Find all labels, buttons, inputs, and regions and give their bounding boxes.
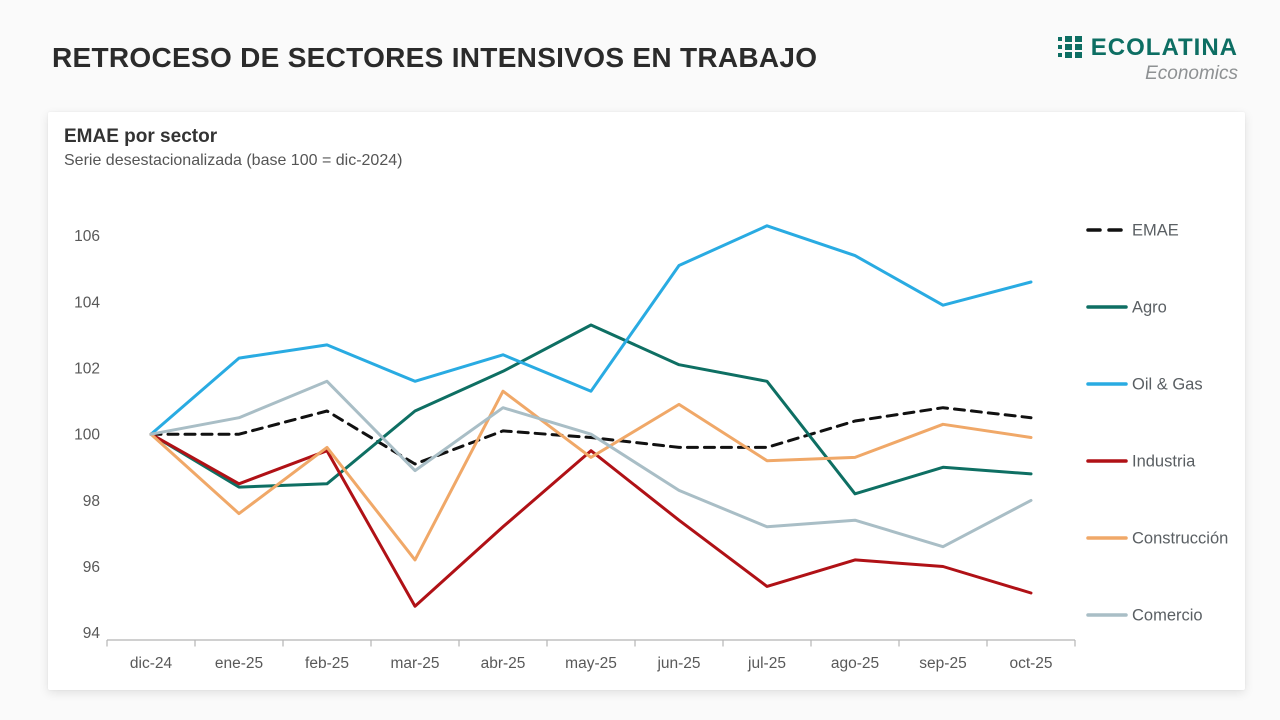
series-line-comercio <box>149 379 1033 549</box>
y-axis-tick-label: 98 <box>83 493 100 510</box>
chart-card: EMAE por sector Serie desestacionalizada… <box>48 112 1245 690</box>
x-axis-tick-label: oct-25 <box>1009 655 1052 672</box>
x-axis-tick-label: sep-25 <box>919 655 966 672</box>
y-axis-tick-label: 94 <box>83 625 101 642</box>
x-axis-tick-label: ene-25 <box>215 655 263 672</box>
legend-label-industria: Industria <box>1132 453 1196 471</box>
x-axis-tick-label: dic-24 <box>130 655 173 672</box>
x-axis-tick-label: feb-25 <box>305 655 349 672</box>
legend-label-construcci-n: Construcción <box>1132 530 1228 548</box>
series-line-industria <box>149 432 1033 608</box>
logo-tagline: Economics <box>1145 63 1238 84</box>
y-axis-tick-label: 106 <box>74 228 100 245</box>
series-line-emae <box>149 406 1033 466</box>
chart-subtitle: Serie desestacionalizada (base 100 = dic… <box>64 152 403 169</box>
series-line-agro <box>149 323 1033 496</box>
legend-label-oil-gas: Oil & Gas <box>1132 376 1203 394</box>
series-line-oil-gas <box>149 224 1033 436</box>
y-axis-tick-label: 104 <box>74 294 100 311</box>
grid-of-squares-icon <box>1057 35 1084 61</box>
x-axis-tick-label: jun-25 <box>656 655 700 672</box>
y-axis-tick-label: 102 <box>74 361 100 378</box>
x-axis-tick-label: may-25 <box>565 655 617 672</box>
ecolatina-logo: ECOLATINA Economics <box>1057 34 1238 85</box>
series-line-construcci-n <box>149 389 1033 562</box>
legend-label-agro: Agro <box>1132 299 1167 317</box>
page-title: RETROCESO DE SECTORES INTENSIVOS EN TRAB… <box>52 42 818 73</box>
x-axis-tick-label: ago-25 <box>831 655 879 672</box>
legend-label-comercio: Comercio <box>1132 607 1203 625</box>
chart-title: EMAE por sector <box>64 126 218 147</box>
logo-name: ECOLATINA <box>1090 34 1238 61</box>
y-axis-tick-label: 96 <box>83 559 100 576</box>
x-axis-tick-label: jul-25 <box>747 655 786 672</box>
legend-label-emae: EMAE <box>1132 222 1179 240</box>
emae-line-chart: 94 96 98 100 102 104 106 dic-24 ene-25 feb-25 mar-… <box>74 222 1228 673</box>
y-axis-tick-label: 100 <box>74 427 100 444</box>
x-axis-tick-label: abr-25 <box>481 655 526 672</box>
x-axis-tick-label: mar-25 <box>390 655 439 672</box>
